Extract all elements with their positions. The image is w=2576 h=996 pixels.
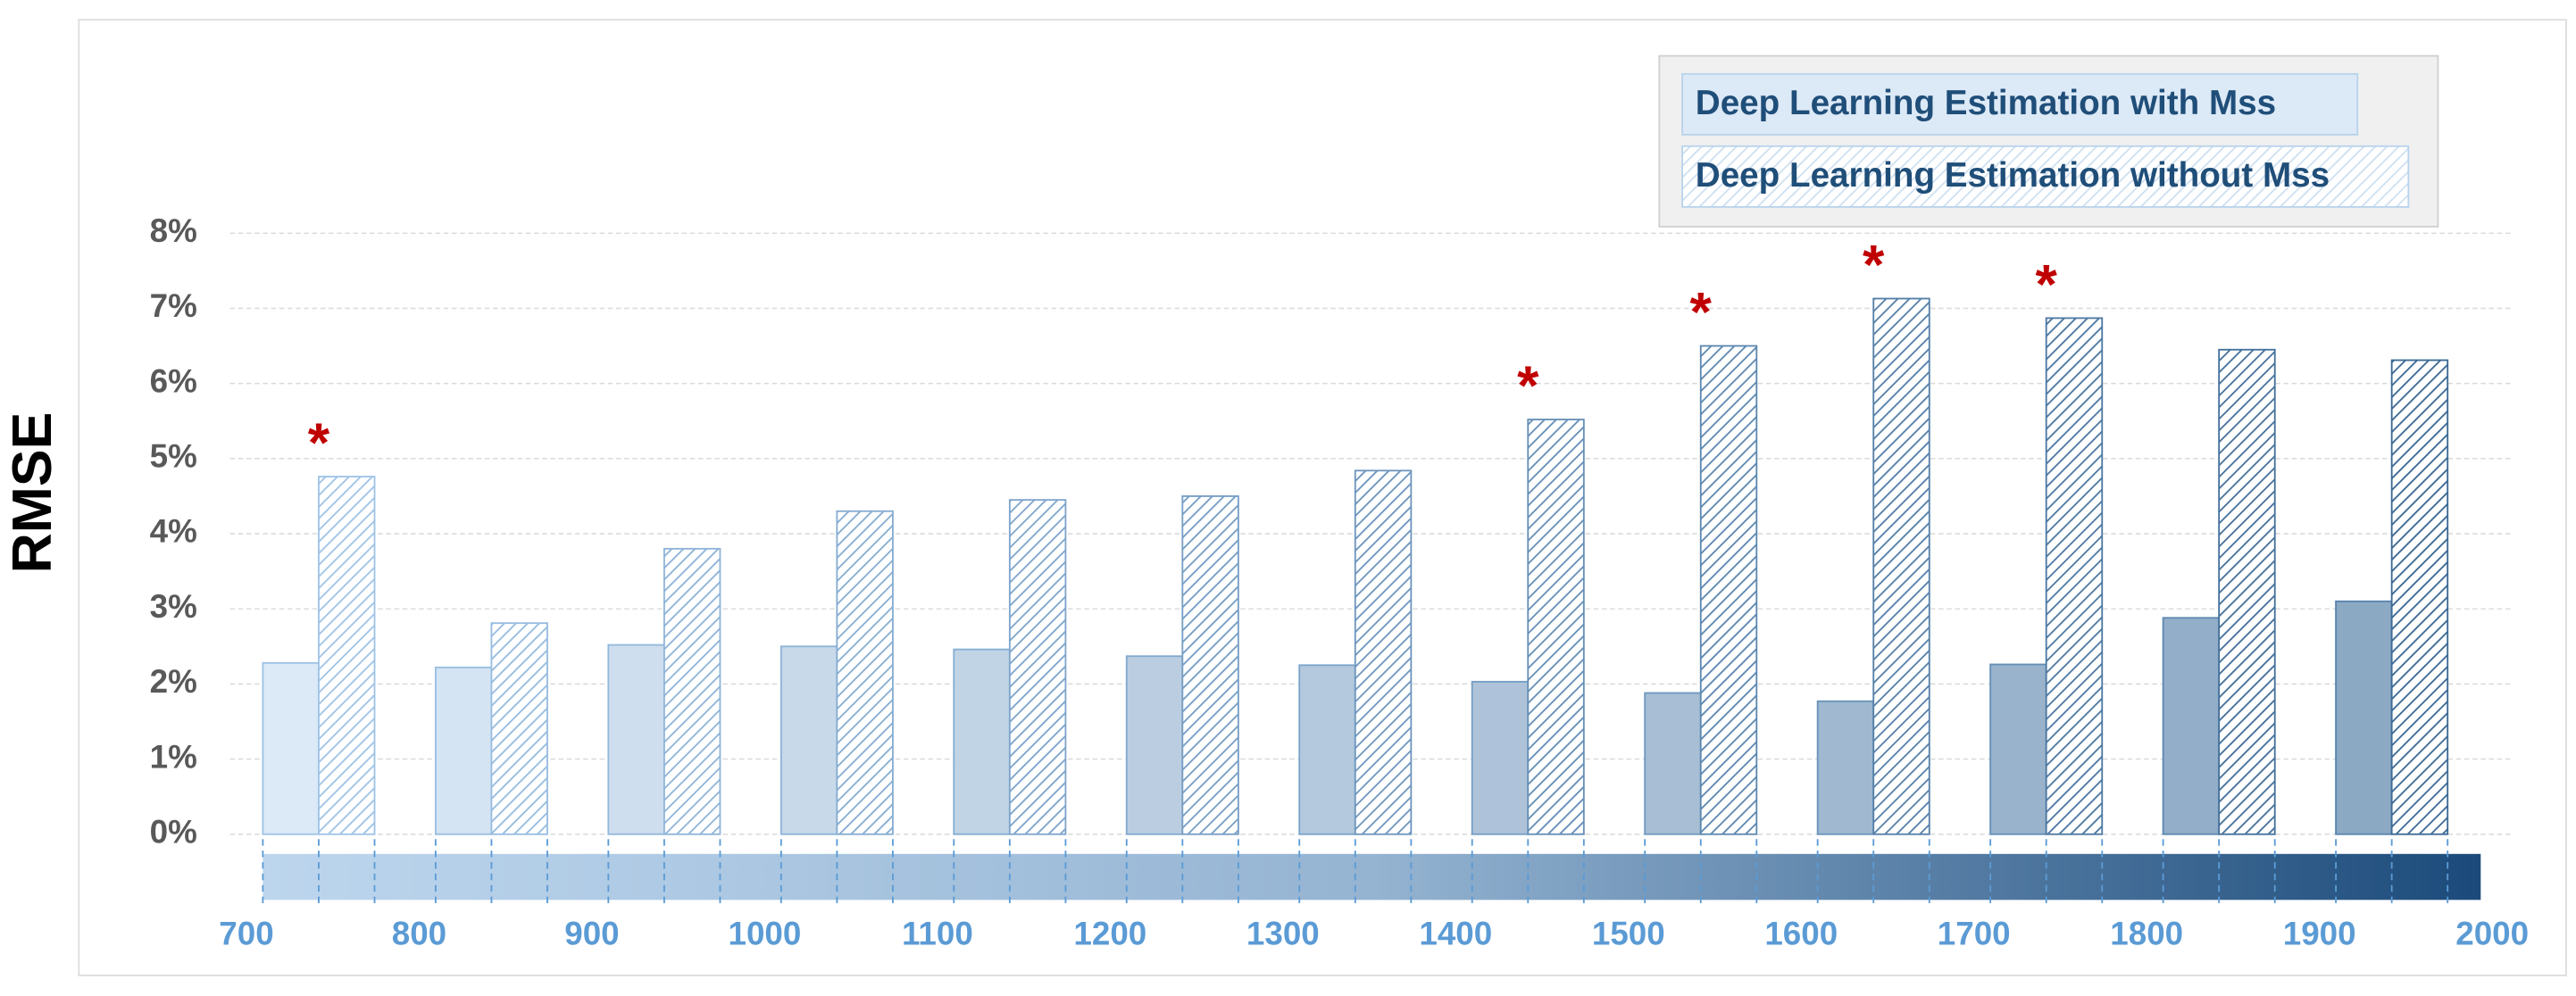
legend-label: Deep Learning Estimation with Mss <box>1696 84 2276 122</box>
bar <box>1125 655 1184 835</box>
y-tick-label: 8% <box>150 212 197 249</box>
bar <box>1644 692 1702 835</box>
legend-label: Deep Learning Estimation without Mss <box>1696 156 2330 195</box>
y-axis-label: RMSE <box>1 412 63 574</box>
significance-marker: * <box>308 411 330 474</box>
bar <box>2045 317 2104 835</box>
bar <box>2390 359 2449 835</box>
bar <box>1298 664 1356 835</box>
y-tick-label: 1% <box>150 738 197 775</box>
legend-swatch <box>1681 145 2410 208</box>
x-tick-label: 900 <box>564 916 619 952</box>
bar <box>1008 499 1067 835</box>
x-tick-label: 1000 <box>728 916 801 952</box>
bar <box>262 661 320 835</box>
y-tick-label: 2% <box>150 663 197 700</box>
bar <box>1354 469 1413 835</box>
bar <box>1816 700 1875 835</box>
y-tick-label: 0% <box>150 813 197 850</box>
x-tick-label: 1600 <box>1764 916 1838 952</box>
significance-marker: * <box>2036 253 2058 316</box>
x-tick-label: 800 <box>392 916 446 952</box>
bar <box>2335 600 2393 835</box>
x-tick-label: 1900 <box>2283 916 2356 952</box>
x-tick-label: 1800 <box>2110 916 2183 952</box>
x-tick-label: 1700 <box>1938 916 2011 952</box>
bar <box>2218 348 2276 835</box>
x-tick-label: 1400 <box>1419 916 1492 952</box>
x-tick-label: 1500 <box>1592 916 1665 952</box>
y-tick-label: 5% <box>150 438 197 475</box>
legend-swatch <box>1681 72 2359 136</box>
bar <box>318 476 376 835</box>
y-tick-label: 7% <box>150 287 197 324</box>
bar <box>1872 297 1930 835</box>
bar <box>1699 344 1758 835</box>
bar <box>434 666 493 835</box>
bar <box>779 645 838 835</box>
bar <box>2162 617 2221 835</box>
significance-marker: * <box>1863 234 1885 296</box>
bar <box>953 648 1011 835</box>
significance-marker: * <box>1517 354 1539 417</box>
bar <box>1471 680 1530 835</box>
x-tick-label: 1300 <box>1246 916 1320 952</box>
gradient-strip <box>263 853 2481 901</box>
bar <box>1181 495 1239 835</box>
bar <box>607 643 665 835</box>
x-tick-label: 1200 <box>1073 916 1146 952</box>
bar <box>836 510 894 835</box>
bar <box>1527 419 1585 835</box>
x-tick-label: 1100 <box>902 916 973 952</box>
significance-marker: * <box>1690 281 1713 344</box>
x-tick-label: 2000 <box>2455 916 2529 952</box>
y-tick-label: 6% <box>150 362 197 399</box>
bar <box>1989 663 2047 835</box>
y-tick-label: 4% <box>150 513 197 550</box>
bar <box>663 547 721 835</box>
y-tick-label: 3% <box>150 588 197 625</box>
x-tick-label: 700 <box>219 916 273 952</box>
bar <box>490 622 548 835</box>
